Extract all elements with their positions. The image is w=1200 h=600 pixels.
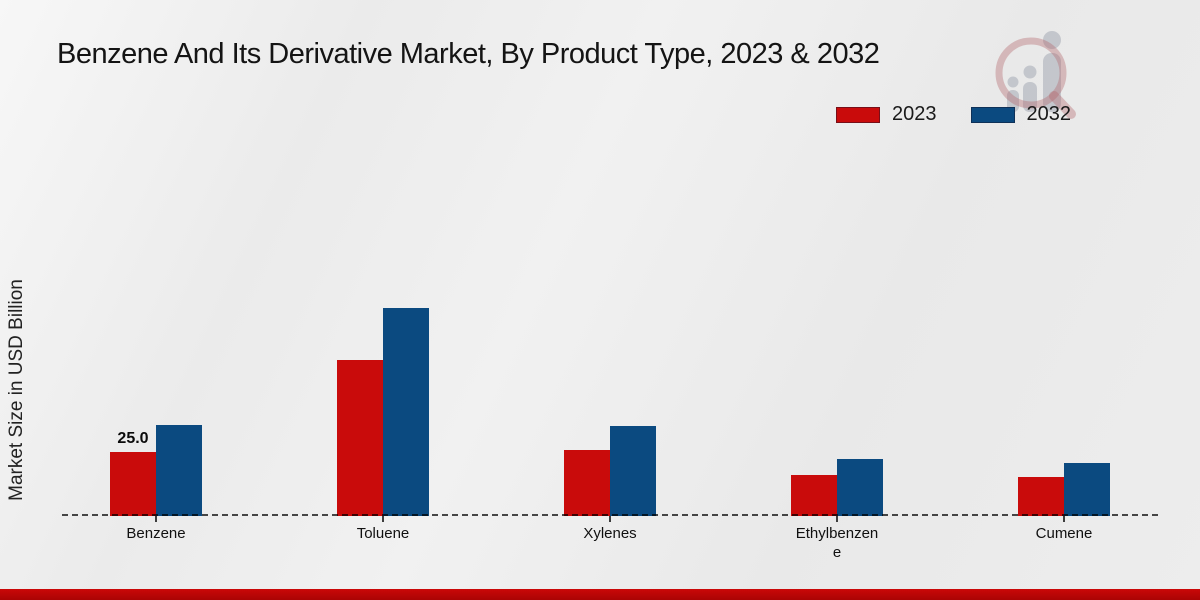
axis-tick <box>155 516 157 522</box>
axis-tick <box>836 516 838 522</box>
page-title: Benzene And Its Derivative Market, By Pr… <box>57 38 880 70</box>
data-label-2023-benzene: 25.0 <box>117 430 149 447</box>
bar-2032-ethylbenzene <box>837 459 883 516</box>
bar-2032-benzene <box>156 425 202 516</box>
x-axis-baseline <box>62 514 1158 516</box>
footer-accent-band <box>0 589 1200 600</box>
legend-item-2023: 2023 <box>836 103 937 126</box>
bar-2023-toluene <box>337 360 383 516</box>
category-label-benzene: Benzene <box>126 525 186 542</box>
legend-swatch-2023 <box>836 106 880 123</box>
legend: 2023 2032 <box>836 103 1071 126</box>
legend-swatch-2032 <box>970 106 1015 123</box>
bar-2032-toluene <box>383 308 429 516</box>
bar-2023-cumene <box>1018 477 1064 516</box>
market-research-future-logo-watermark <box>995 31 1076 119</box>
bar-2023-xylenes <box>564 450 610 516</box>
axis-tick <box>382 516 384 522</box>
axis-tick <box>1063 516 1065 522</box>
bar-2032-cumene <box>1064 463 1110 516</box>
category-label-toluene: Toluene <box>356 525 410 542</box>
axis-tick <box>609 516 611 522</box>
y-axis-label: Market Size in USD Billion <box>6 279 27 501</box>
category-label-xylenes: Xylenes <box>583 525 637 542</box>
legend-label-2032: 2032 <box>1026 103 1072 125</box>
legend-item-2032: 2032 <box>970 103 1072 126</box>
category-label-ethylbenzene: Ethylbenzene <box>795 525 879 561</box>
legend-label-2023: 2023 <box>892 103 937 125</box>
bar-2023-benzene <box>110 452 156 516</box>
bar-2023-ethylbenzene <box>791 475 837 516</box>
bar-2032-xylenes <box>610 426 656 516</box>
category-label-cumene: Cumene <box>1035 525 1093 542</box>
